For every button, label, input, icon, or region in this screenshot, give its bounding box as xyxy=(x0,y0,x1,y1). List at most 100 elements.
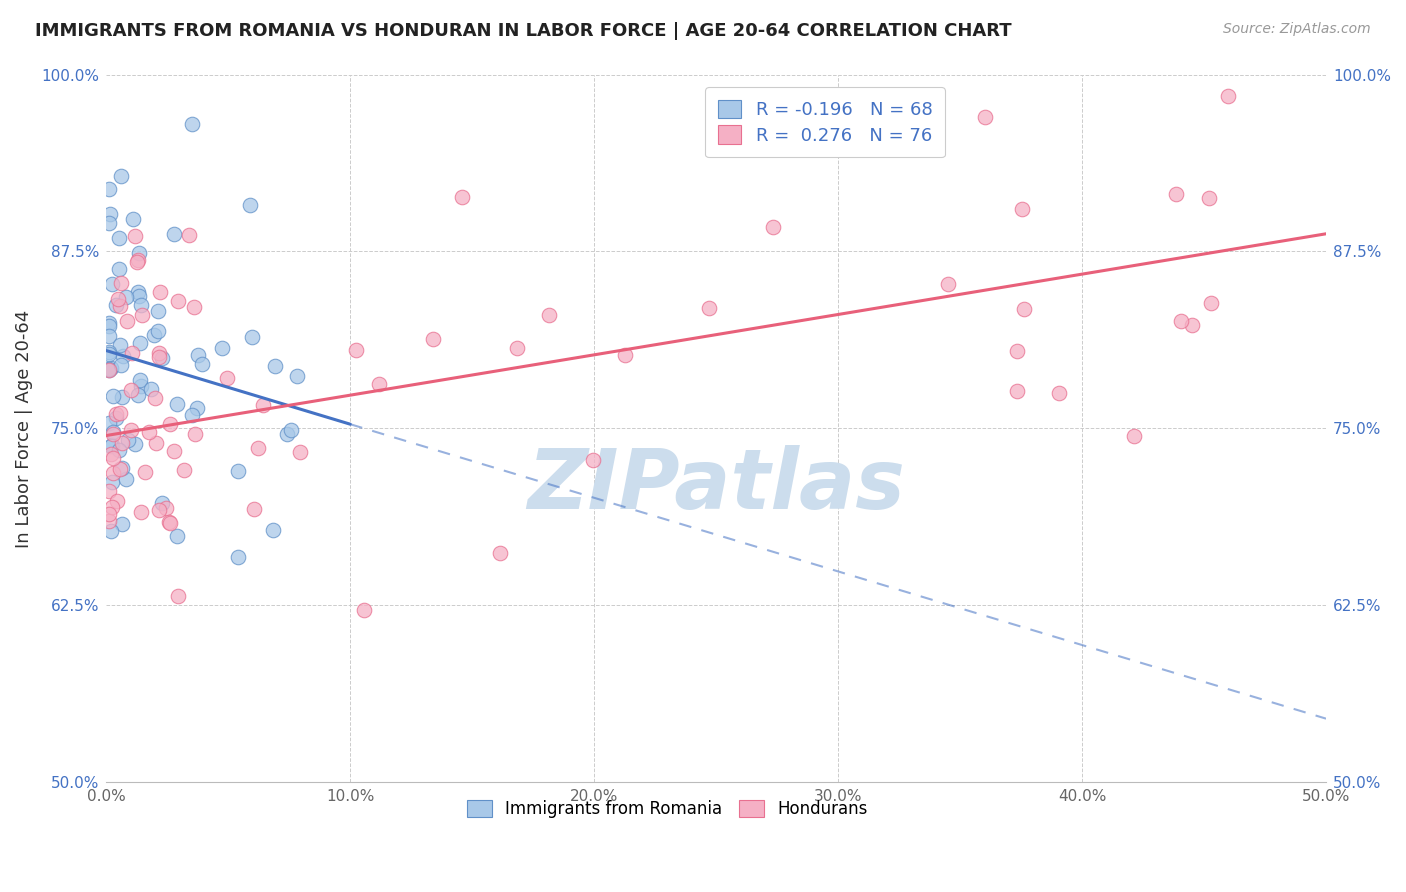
Point xyxy=(105,493,128,508)
Point xyxy=(191,358,214,372)
Point xyxy=(1198,191,1220,205)
Point xyxy=(163,443,186,458)
Point xyxy=(117,433,139,447)
Point xyxy=(108,406,131,420)
Point xyxy=(1181,318,1204,332)
Point xyxy=(97,362,120,376)
Point xyxy=(127,388,149,402)
Point xyxy=(183,301,205,315)
Point xyxy=(111,436,134,450)
Point xyxy=(155,501,177,516)
Point xyxy=(181,408,204,422)
Point xyxy=(100,524,122,539)
Point xyxy=(128,335,150,350)
Point xyxy=(146,304,169,318)
Point xyxy=(97,363,120,377)
Point xyxy=(148,346,170,360)
Point xyxy=(184,426,207,441)
Point xyxy=(252,398,274,412)
Point xyxy=(97,346,120,360)
Point xyxy=(98,514,121,528)
Point xyxy=(104,407,127,421)
Point xyxy=(187,348,209,362)
Point xyxy=(101,451,124,466)
Point xyxy=(128,245,150,260)
Point xyxy=(186,401,208,415)
Point xyxy=(246,441,269,455)
Y-axis label: In Labor Force | Age 20-64: In Labor Force | Age 20-64 xyxy=(15,310,32,548)
Point xyxy=(124,437,146,451)
Point xyxy=(1164,186,1187,201)
Point xyxy=(101,475,124,489)
Point xyxy=(127,285,149,299)
Point xyxy=(166,589,188,603)
Point xyxy=(97,363,120,377)
Point xyxy=(124,229,146,244)
Point xyxy=(108,462,131,476)
Point xyxy=(973,110,995,124)
Point xyxy=(145,436,167,450)
Point xyxy=(1218,88,1240,103)
Point xyxy=(101,467,124,481)
Point xyxy=(107,443,129,458)
Point xyxy=(264,359,287,374)
Point xyxy=(159,417,181,431)
Point xyxy=(115,314,138,328)
Point xyxy=(422,332,444,346)
Point xyxy=(157,515,180,529)
Point xyxy=(1199,296,1222,310)
Point xyxy=(1005,384,1028,398)
Point xyxy=(101,437,124,451)
Point xyxy=(697,301,720,315)
Point xyxy=(148,503,170,517)
Point xyxy=(150,351,173,365)
Point xyxy=(108,338,131,352)
Point xyxy=(506,341,529,355)
Point xyxy=(101,389,124,403)
Point xyxy=(98,207,121,221)
Point xyxy=(129,379,152,393)
Point xyxy=(100,361,122,376)
Point xyxy=(290,445,312,459)
Point xyxy=(97,329,120,343)
Point xyxy=(239,198,262,212)
Point xyxy=(489,546,512,560)
Point xyxy=(280,423,302,437)
Point xyxy=(120,383,142,397)
Point xyxy=(97,416,120,430)
Text: ZIPatlas: ZIPatlas xyxy=(527,444,905,525)
Point xyxy=(110,169,132,183)
Point xyxy=(115,472,138,486)
Point xyxy=(139,383,162,397)
Point xyxy=(110,358,132,372)
Point xyxy=(143,391,166,405)
Point xyxy=(129,373,152,387)
Point xyxy=(108,231,131,245)
Point xyxy=(353,603,375,617)
Point xyxy=(100,277,122,292)
Point xyxy=(344,343,367,357)
Point xyxy=(131,308,153,322)
Point xyxy=(180,117,202,131)
Text: IMMIGRANTS FROM ROMANIA VS HONDURAN IN LABOR FORCE | AGE 20-64 CORRELATION CHART: IMMIGRANTS FROM ROMANIA VS HONDURAN IN L… xyxy=(35,22,1012,40)
Point xyxy=(159,516,181,530)
Point xyxy=(240,330,263,344)
Point xyxy=(107,292,129,306)
Text: Source: ZipAtlas.com: Source: ZipAtlas.com xyxy=(1223,22,1371,37)
Point xyxy=(108,262,131,277)
Point xyxy=(148,351,170,365)
Point xyxy=(134,466,156,480)
Point xyxy=(1047,385,1070,400)
Legend: Immigrants from Romania, Hondurans: Immigrants from Romania, Hondurans xyxy=(460,794,875,825)
Point xyxy=(121,346,143,360)
Point xyxy=(166,293,188,308)
Point xyxy=(111,390,134,404)
Point xyxy=(537,309,560,323)
Point xyxy=(211,342,233,356)
Point xyxy=(111,517,134,532)
Point xyxy=(142,327,165,342)
Point xyxy=(101,425,124,439)
Point xyxy=(125,254,148,268)
Point xyxy=(1011,202,1033,217)
Point xyxy=(138,425,160,439)
